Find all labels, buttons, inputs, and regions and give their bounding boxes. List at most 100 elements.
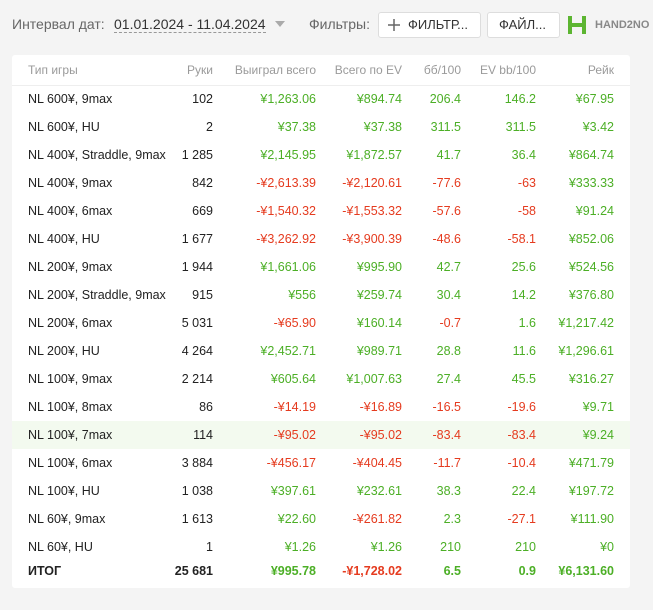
game-type: NL 200¥, HU [28, 344, 100, 358]
cell-value: ¥333.33 [568, 176, 614, 190]
cell-value: ¥605.64 [270, 372, 316, 386]
cell-value: ¥22.60 [277, 512, 316, 526]
cell-value: -83.4 [432, 428, 462, 442]
filters-label: Фильтры: [309, 16, 370, 32]
cell-value: 1 038 [181, 484, 213, 498]
row-highlight [12, 421, 630, 449]
column-header: Выиграл всего [234, 63, 316, 77]
cell-value: 1 613 [181, 512, 213, 526]
cell-value: 42.7 [436, 260, 461, 274]
game-type: NL 600¥, 9max [28, 92, 113, 106]
column-header: Рейк [587, 63, 614, 77]
cell-value: -16.5 [432, 400, 462, 414]
cell-value: -¥261.82 [352, 512, 402, 526]
cell-value: ¥0 [600, 540, 614, 554]
cell-value: 842 [192, 176, 213, 190]
cell-value: 36.4 [511, 148, 536, 162]
cell-value: 210 [515, 540, 536, 554]
cell-value: ¥2,145.95 [260, 148, 316, 162]
cell-value: ¥524.56 [568, 260, 614, 274]
cell-value: 41.7 [436, 148, 461, 162]
game-type: NL 200¥, 9max [28, 260, 113, 274]
cell-value: -¥3,262.92 [256, 232, 316, 246]
cell-value: 25.6 [511, 260, 536, 274]
file-button[interactable]: ФАЙЛ... [487, 12, 560, 38]
cell-value: 114 [193, 428, 213, 442]
total-value: -¥1,728.02 [342, 564, 402, 578]
cell-value: 1 [206, 540, 213, 554]
cell-value: ¥1,296.61 [558, 344, 614, 358]
cell-value: ¥1,217.42 [558, 316, 614, 330]
cell-value: ¥232.61 [356, 484, 402, 498]
cell-value: 311.5 [505, 120, 536, 134]
cell-value: ¥864.74 [568, 148, 614, 162]
filter-button[interactable]: ФИЛЬТР... [378, 12, 481, 38]
cell-value: ¥91.24 [575, 204, 614, 218]
cell-value: -19.6 [507, 400, 537, 414]
cell-value: -48.6 [432, 232, 462, 246]
cell-value: 27.4 [436, 372, 461, 386]
plus-icon [388, 19, 400, 31]
cell-value: ¥995.90 [356, 260, 402, 274]
cell-value: -¥14.19 [273, 400, 316, 414]
game-type: NL 200¥, Straddle, 9max [28, 288, 166, 302]
logo-text: HAND2NO [595, 19, 650, 31]
cell-value: 1 677 [181, 232, 213, 246]
cell-value: 3 884 [181, 456, 213, 470]
cell-value: ¥556 [288, 288, 316, 302]
cell-value: -¥456.17 [266, 456, 316, 470]
cell-value: 915 [192, 288, 213, 302]
cell-value: -¥2,120.61 [342, 176, 402, 190]
cell-value: -58.1 [507, 232, 537, 246]
cell-value: ¥259.74 [356, 288, 402, 302]
cell-value: -63 [517, 176, 536, 190]
cell-value: -¥404.45 [352, 456, 402, 470]
cell-value: -58 [517, 204, 536, 218]
cell-value: 102 [192, 92, 213, 106]
cell-value: 30.4 [436, 288, 461, 302]
header-divider [12, 85, 630, 86]
game-type: NL 400¥, Straddle, 9max [28, 148, 166, 162]
cell-value: ¥1.26 [370, 540, 402, 554]
cell-value: 669 [192, 204, 213, 218]
cell-value: -83.4 [507, 428, 537, 442]
cell-value: -10.4 [507, 456, 537, 470]
cell-value: ¥1,007.63 [346, 372, 402, 386]
filter-button-text: ФИЛЬТР... [408, 17, 468, 32]
game-type: NL 200¥, 6max [28, 316, 113, 330]
cell-value: 11.6 [512, 344, 536, 358]
game-type: NL 100¥, 7max [28, 428, 113, 442]
cell-value: -¥95.02 [273, 428, 316, 442]
cell-value: ¥376.80 [568, 288, 614, 302]
game-type: NL 400¥, HU [28, 232, 100, 246]
game-type: NL 100¥, 9max [28, 372, 113, 386]
cell-value: 1 285 [181, 148, 213, 162]
cell-value: ¥37.38 [363, 120, 402, 134]
game-type: NL 400¥, 6max [28, 204, 113, 218]
column-header: Всего по EV [334, 63, 402, 77]
cell-value: 5 031 [181, 316, 213, 330]
cell-value: ¥9.71 [582, 400, 614, 414]
cell-value: ¥3.42 [582, 120, 614, 134]
cell-value: ¥852.06 [568, 232, 614, 246]
cell-value: ¥2,452.71 [260, 344, 316, 358]
game-type: NL 60¥, 9max [28, 512, 106, 526]
date-label: Интервал дат: [12, 16, 105, 32]
cell-value: -¥95.02 [359, 428, 402, 442]
cell-value: ¥471.79 [568, 456, 614, 470]
dropdown-arrow[interactable] [274, 20, 286, 28]
column-header: бб/100 [423, 63, 461, 77]
cell-value: -¥65.90 [273, 316, 316, 330]
cell-value: 14.2 [511, 288, 536, 302]
date-range[interactable]: 01.01.2024 - 11.04.2024 [114, 16, 266, 33]
cell-value: ¥160.14 [356, 316, 402, 330]
cell-value: 210 [440, 540, 461, 554]
column-header: Руки [187, 63, 213, 77]
cell-value: ¥894.74 [356, 92, 402, 106]
cell-value: -¥1,540.32 [256, 204, 316, 218]
cell-value: ¥197.72 [568, 484, 614, 498]
total-value: ¥6,131.60 [558, 564, 614, 578]
cell-value: 2 214 [181, 372, 213, 386]
game-type: NL 100¥, 6max [28, 456, 113, 470]
